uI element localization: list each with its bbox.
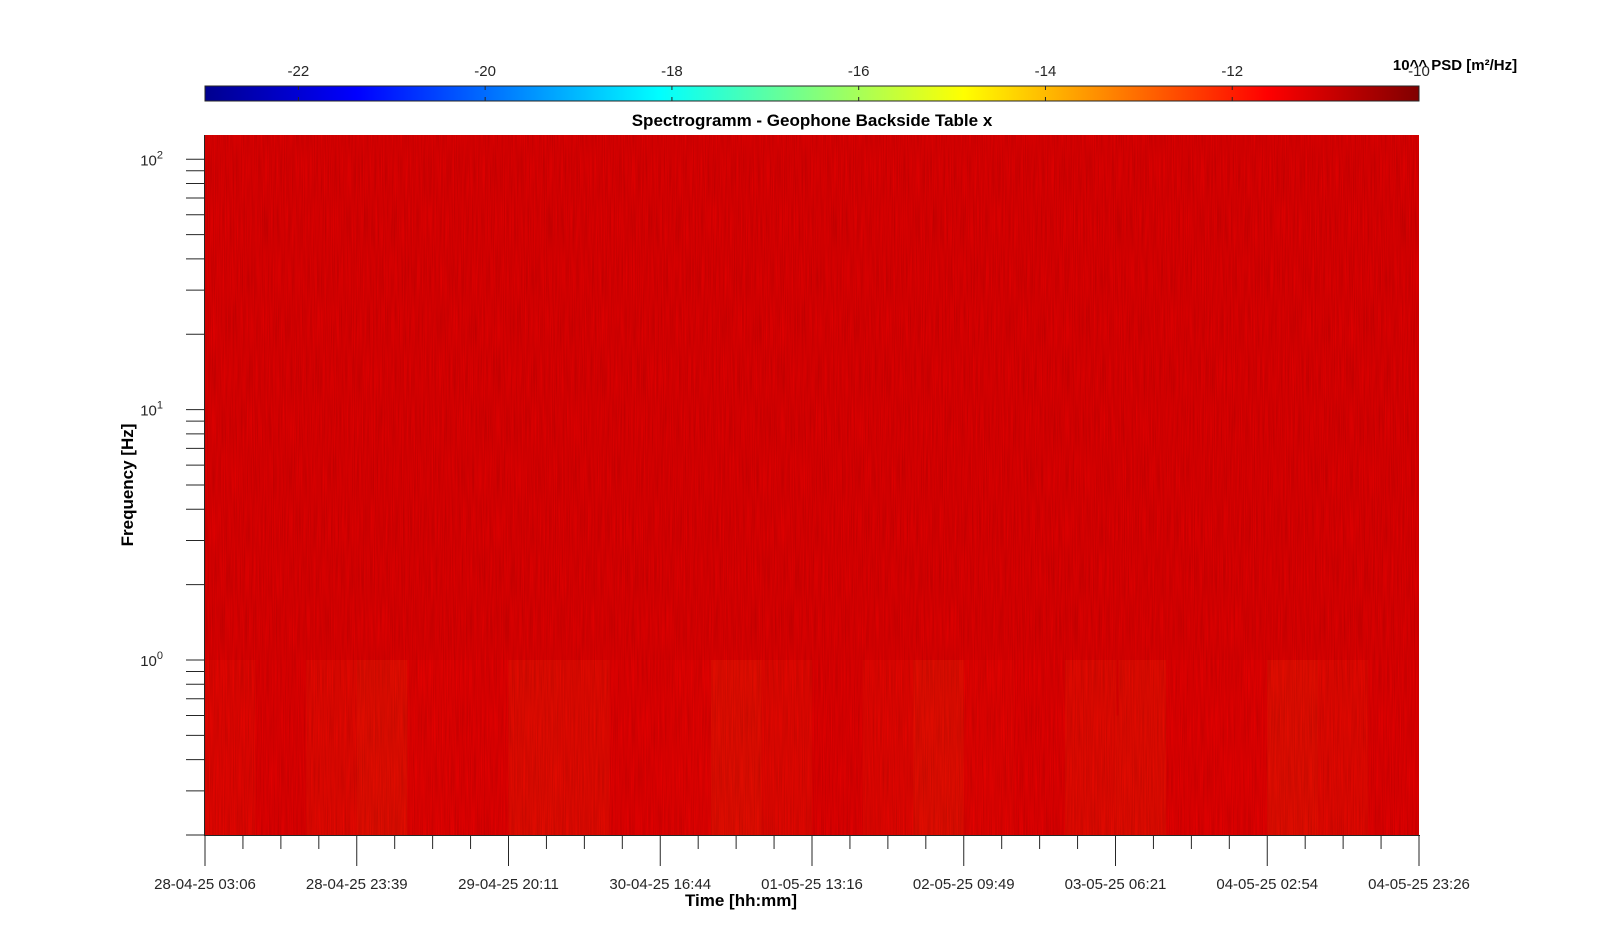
x-tick-label: 02-05-25 09:49 [913,876,1015,893]
colorbar-tick-label: -14 [1035,63,1057,80]
colorbar-tick-label: -20 [474,63,496,80]
x-tick-label: 03-05-25 06:21 [1065,876,1167,893]
y-tick-label: 100 [140,650,163,670]
x-tick-label: 04-05-25 02:54 [1216,876,1318,893]
x-axis-title: Time [hh:mm] [685,891,797,910]
colorbar-tick-label: -18 [661,63,683,80]
colorbar-tick-label: -12 [1221,63,1243,80]
colorbar-strip [204,85,1420,102]
colorbar-ticks: -22 -20 -18 -16 -14 -12 -10 [288,63,1430,101]
x-axis: 28-04-25 03:06 28-04-25 23:39 29-04-25 20:… [154,835,1470,893]
colorbar: -22 -20 -18 -16 -14 -12 -10 10^^ PSD [m²/Hz] [204,57,1517,102]
colorbar-tick-label: -22 [288,63,310,80]
x-tick-label: 01-05-25 13:16 [761,876,863,893]
chart-title: Spectrogramm - Geophone Backside Table x [632,111,993,130]
colorbar-tick-label: -16 [848,63,870,80]
y-axis: 100 101 102 [140,135,205,836]
colorbar-label: 10^^ PSD [m²/Hz] [1393,57,1517,74]
y-tick-label: 102 [140,149,163,169]
colorbar-tick-label: -10 [1408,63,1430,80]
spectrogram-texture [205,135,1419,835]
x-tick-label: 28-04-25 23:39 [306,876,408,893]
x-tick-label: 28-04-25 03:06 [154,876,256,893]
plot-area [205,135,1419,835]
x-tick-label: 04-05-25 23:26 [1368,876,1470,893]
x-tick-label: 29-04-25 20:11 [458,876,559,893]
y-axis-title: Frequency [Hz] [118,424,137,547]
y-tick-label: 101 [140,400,163,420]
x-tick-label: 30-04-25 16:44 [609,876,711,893]
